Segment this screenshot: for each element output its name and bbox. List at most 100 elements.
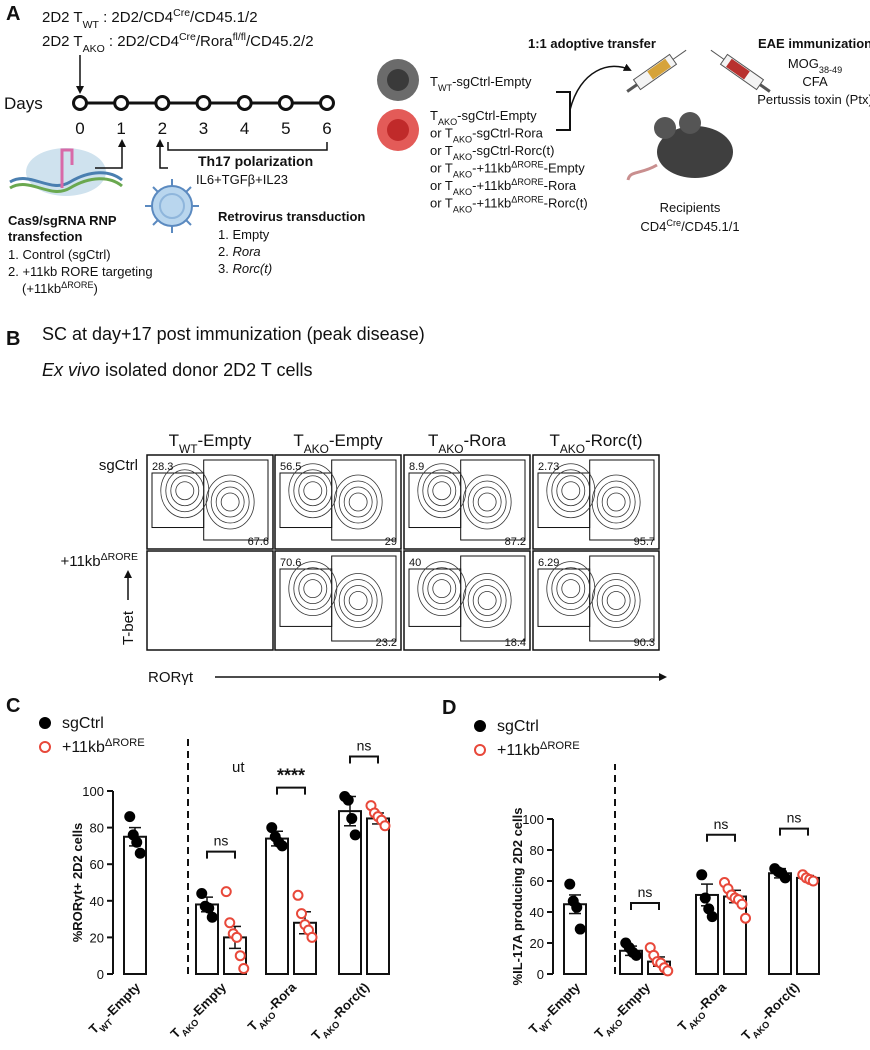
text-run: : 2D2/CD4 xyxy=(99,9,173,26)
text-run: -Rorc(t) xyxy=(585,431,643,450)
syringe-content xyxy=(726,58,750,80)
data-point xyxy=(296,908,307,920)
transfection-title: transfection xyxy=(8,229,82,244)
mouse-body xyxy=(657,126,733,178)
spike xyxy=(152,219,159,226)
polarization-cytokines: IL6+TGFβ+IL23 xyxy=(196,172,288,187)
significance-label: ns xyxy=(357,737,372,753)
text-run: -+11kb xyxy=(472,161,511,176)
gate xyxy=(460,555,526,642)
x-tick-label: TWT-Empty xyxy=(526,979,587,1040)
text-run: /CD45.1/1 xyxy=(681,219,740,234)
text-run: -+11kb xyxy=(472,178,511,193)
text-run: T xyxy=(549,431,559,450)
bracket xyxy=(167,142,328,151)
mouse-ear xyxy=(654,117,676,139)
data-point xyxy=(736,898,748,910)
subscript: AKO xyxy=(83,43,105,55)
text-run: 2 xyxy=(158,119,167,138)
gate xyxy=(203,459,269,541)
x-tick-label: TAKO-Empty xyxy=(167,979,232,1044)
contour xyxy=(591,573,641,628)
superscript: ΔRORE xyxy=(540,740,580,752)
transduction-item: 1. Empty xyxy=(218,227,270,242)
data-point xyxy=(231,931,243,943)
text-run: MOG xyxy=(788,56,819,71)
day-marker xyxy=(277,95,294,111)
data-point xyxy=(124,811,136,823)
y-axis-label: %IL-17A producing 2D2 cells xyxy=(510,808,525,986)
transduction-item: 3. Rorc(t) xyxy=(218,261,272,276)
spike xyxy=(185,219,192,226)
contour xyxy=(298,475,328,507)
text-run: B xyxy=(6,328,20,350)
text-run: +11kb xyxy=(60,553,100,570)
subscript: AKO xyxy=(438,117,457,127)
text-run: 90.3 xyxy=(634,637,655,649)
data-point xyxy=(342,794,354,806)
contour xyxy=(432,481,452,501)
superscript: Cre xyxy=(666,218,681,228)
day-label: 0 xyxy=(75,119,84,138)
text-run: T-bet xyxy=(120,610,137,645)
y-tick-label: 0 xyxy=(97,967,104,982)
gate xyxy=(589,459,655,541)
contour xyxy=(343,585,373,616)
legend-label: +11kbΔRORE xyxy=(497,740,580,759)
text-run: isolated donor 2D2 T cells xyxy=(100,360,312,380)
subscript: AKO xyxy=(304,442,329,456)
legend-label: sgCtrl xyxy=(62,715,104,732)
y-tick-label: 20 xyxy=(530,936,544,951)
text-run: 60 xyxy=(90,857,104,872)
flow-plot-frame xyxy=(146,454,274,550)
text-run: 5 xyxy=(281,119,290,138)
contour xyxy=(601,486,631,518)
text-run: Retrovirus transduction xyxy=(218,209,365,224)
text-run: 67.6 xyxy=(248,536,269,548)
flow-plot-frame xyxy=(532,454,660,550)
contour xyxy=(288,463,338,519)
contour xyxy=(165,469,205,513)
data-point xyxy=(266,822,278,834)
quadrant-value: 28.3 xyxy=(152,461,173,473)
contour xyxy=(601,585,631,616)
mouse-tail xyxy=(626,163,658,181)
significance-label: ns xyxy=(214,833,229,849)
legend-marker xyxy=(474,744,486,756)
group-bracket xyxy=(556,91,571,131)
contour xyxy=(556,573,586,605)
day-marker xyxy=(195,95,212,111)
text-run: 2.73 xyxy=(538,461,559,473)
dna-strand xyxy=(9,177,123,193)
syringe xyxy=(710,49,771,93)
quadrant-value: 18.4 xyxy=(505,637,526,649)
quadrant-value: 6.29 xyxy=(538,557,559,569)
virus-core xyxy=(159,193,185,219)
group-ako: or TAKO-+11kbΔRORE-Rora xyxy=(430,177,577,197)
contour xyxy=(462,573,512,628)
flow-plot-frame xyxy=(403,454,531,550)
text-run: sgCtrl xyxy=(497,718,539,735)
text-run: 29 xyxy=(385,536,397,548)
flow-plot-frame xyxy=(274,550,402,651)
column-header: TAKO-Empty xyxy=(293,431,383,456)
text-run: 1:1 adoptive transfer xyxy=(528,36,656,51)
wt-cell-nucleus xyxy=(387,69,409,91)
text-run: CD4 xyxy=(640,219,666,234)
superscript: ΔRORE xyxy=(101,551,138,563)
immunization-title: EAE immunization xyxy=(758,36,870,51)
text-run: 80 xyxy=(90,821,104,836)
text-run: 3. xyxy=(218,261,232,276)
text-run: /CD45.2/2 xyxy=(246,33,314,50)
column-header: TAKO-Rorc(t) xyxy=(549,431,642,456)
contour xyxy=(215,486,245,518)
text-run: 60 xyxy=(530,874,544,889)
arrow xyxy=(156,139,168,169)
day-label: 2 xyxy=(158,119,167,138)
text-run: ns xyxy=(357,737,372,753)
text-run: Th17 polarization xyxy=(198,153,313,169)
text-run: 2D2 T xyxy=(42,33,83,50)
day-label: 3 xyxy=(199,119,208,138)
data-point xyxy=(220,886,232,898)
